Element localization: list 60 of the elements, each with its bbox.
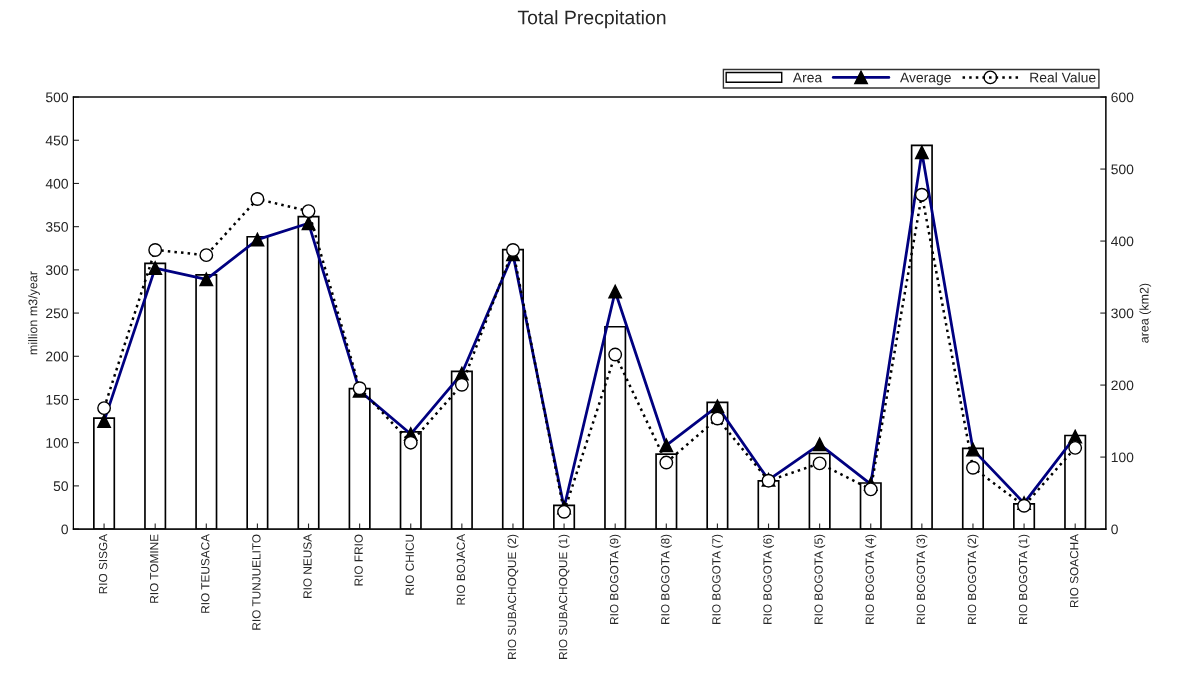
x-tick-label: RIO TUNJUELITO bbox=[252, 534, 261, 630]
legend-label: Area bbox=[792, 72, 823, 83]
point bbox=[506, 243, 520, 257]
point bbox=[710, 411, 725, 426]
chart-title: Total Precpitation bbox=[517, 10, 666, 29]
point bbox=[148, 243, 163, 257]
y-tick-label: 0 bbox=[61, 524, 68, 535]
x-tick-label: RIO BOGOTA (1) bbox=[1018, 534, 1030, 624]
x-tick-label: RIO SUBACHOQUE (1) bbox=[558, 534, 570, 659]
point bbox=[812, 456, 827, 471]
y-tick-label: 250 bbox=[46, 308, 69, 319]
x-tick-label: RIO SUBACHOQUE (2) bbox=[507, 534, 519, 659]
x-tick-label: RIO BOJACA bbox=[456, 533, 466, 605]
legend-label: Average bbox=[899, 72, 951, 86]
point bbox=[199, 248, 214, 263]
x-tick-label: RIO TEUSACA bbox=[201, 533, 210, 613]
point bbox=[454, 377, 469, 392]
point bbox=[863, 482, 878, 497]
x-tick-label: RIO BOGOTA (8) bbox=[660, 534, 672, 624]
x-tick-label: RIO BOGOTA (2) bbox=[967, 534, 979, 624]
legend-label: Real Value bbox=[1030, 72, 1096, 83]
y-tick-label: 50 bbox=[53, 481, 69, 492]
x-tick-label: RIO NEUSA bbox=[303, 533, 312, 598]
y2-axis-title: area (km2) bbox=[1139, 283, 1152, 343]
point bbox=[966, 460, 980, 475]
y-tick-label: 200 bbox=[46, 351, 69, 362]
x-tick-label: RIO BOGOTA (5) bbox=[814, 534, 826, 624]
x-tick-label: RIO FRIO bbox=[354, 534, 363, 586]
x-tick-label: RIO BOGOTA (6) bbox=[763, 534, 775, 624]
point bbox=[403, 435, 418, 450]
point bbox=[250, 192, 265, 206]
y2-tick-label: 300 bbox=[1111, 308, 1134, 319]
x-tick-label: RIO SOACHA bbox=[1070, 533, 1079, 608]
y2-tick-label: 0 bbox=[1111, 524, 1118, 535]
y2-tick-label: 500 bbox=[1111, 164, 1134, 175]
y-axis-title: million m3/year bbox=[28, 271, 40, 355]
x-tick-label: RIO CHICU bbox=[405, 534, 414, 595]
point bbox=[97, 401, 112, 416]
y-tick-label: 100 bbox=[46, 438, 69, 448]
y-tick-label: 400 bbox=[45, 178, 69, 189]
x-tick-label: RIO BOGOTA (9) bbox=[609, 534, 621, 624]
y-tick-label: 500 bbox=[45, 92, 69, 103]
point bbox=[608, 347, 623, 362]
y-tick-label: 350 bbox=[45, 222, 69, 232]
point bbox=[914, 187, 929, 202]
x-tick-label: RIO TOMINE bbox=[150, 534, 159, 603]
y-tick-label: 300 bbox=[45, 265, 69, 276]
point bbox=[301, 204, 316, 219]
x-tick-label: RIO BOGOTA (4) bbox=[865, 534, 877, 624]
point bbox=[1068, 440, 1083, 455]
y2-tick-label: 400 bbox=[1111, 236, 1134, 247]
y-tick-label: 450 bbox=[45, 135, 69, 146]
y2-tick-label: 200 bbox=[1111, 380, 1134, 391]
point bbox=[659, 455, 674, 470]
x-tick-label: RIO BOGOTA (3) bbox=[916, 534, 928, 624]
y2-tick-label: 600 bbox=[1111, 92, 1134, 103]
x-tick-label: RIO BOGOTA (7) bbox=[711, 534, 723, 624]
y2-tick-label: 100 bbox=[1111, 452, 1134, 463]
y-tick-label: 150 bbox=[46, 394, 69, 405]
x-tick-label: RIO SISGA bbox=[98, 533, 108, 594]
